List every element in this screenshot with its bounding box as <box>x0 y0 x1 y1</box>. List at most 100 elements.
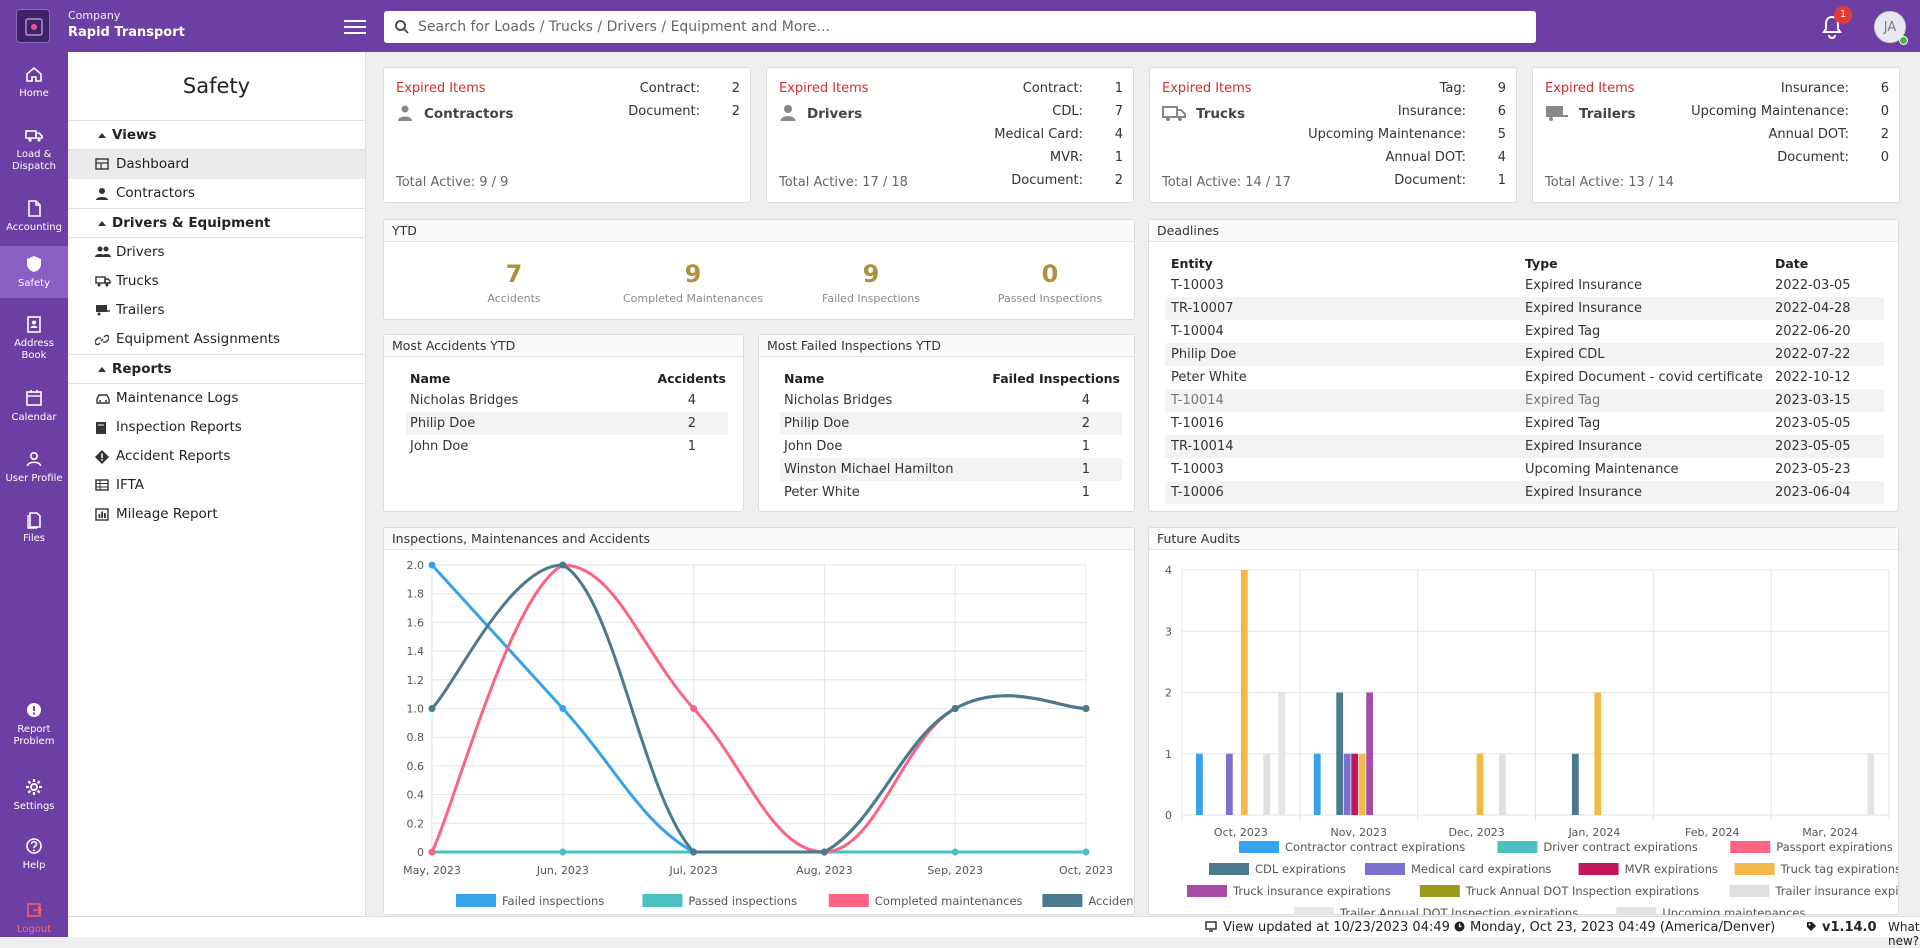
nav-item-settings[interactable]: Settings <box>0 777 68 813</box>
bar <box>1476 753 1484 815</box>
gear-icon <box>26 779 42 795</box>
sidebar-item-inspection-reports[interactable]: Inspection Reports <box>68 413 365 442</box>
group-drivers-equipment[interactable]: Drivers & Equipment <box>68 208 365 238</box>
nav-item-accounting[interactable]: Accounting <box>0 198 68 234</box>
table-row[interactable]: Peter White 1 <box>780 481 1122 504</box>
expired-items-label: Expired Items <box>1545 81 1635 96</box>
expired-row: Medical Card: 4 <box>994 127 1123 142</box>
x-tick-label: Feb, 2024 <box>1685 826 1739 839</box>
data-point <box>820 848 828 856</box>
sidebar-item-equipment-assignments[interactable]: Equipment Assignments <box>68 325 365 354</box>
bar-chart-card: Future Audits 0 1 2 3 4 Oct, 2023 Nov, 2023 Dec… <box>1148 527 1899 915</box>
nav-item-address[interactable]: Address Book <box>0 314 68 362</box>
expired-entity-name: Trailers <box>1545 104 1636 122</box>
expired-card-drivers[interactable]: Expired Items Drivers Total Active: 17 /… <box>766 67 1134 203</box>
deadline-type: Expired Document - covid certificate <box>1525 370 1763 385</box>
nav-label: Files <box>23 533 45 544</box>
search-input[interactable] <box>414 11 1524 43</box>
table-row[interactable]: Nicholas Bridges 4 <box>780 389 1122 412</box>
legend-swatch <box>1616 907 1657 915</box>
online-status-dot <box>1899 36 1908 45</box>
sidebar-item-trucks[interactable]: Trucks <box>68 267 365 296</box>
nav-item-load[interactable]: Load & Dispatch <box>0 125 68 173</box>
group-reports[interactable]: Reports <box>68 354 365 384</box>
table-row[interactable]: T-10004 Expired Tag 2022-06-20 <box>1165 320 1884 343</box>
nav-label: Accounting <box>6 222 62 233</box>
table-row[interactable]: T-10003 Expired Insurance 2022-03-05 <box>1165 274 1884 297</box>
x-tick-label: Oct, 2023 <box>1059 864 1113 877</box>
nav-item-logout[interactable]: Logout <box>0 900 68 936</box>
deadline-entity: Philip Doe <box>1165 343 1525 366</box>
sidebar-item-maintenance-logs[interactable]: Maintenance Logs <box>68 384 365 413</box>
table-row[interactable]: T-10016 Expired Tag 2023-05-05 <box>1165 412 1884 435</box>
nav-item-help[interactable]: Help <box>0 836 68 872</box>
sidebar-item-contractors[interactable]: Contractors <box>68 179 365 208</box>
collapse-caret-icon <box>98 221 106 226</box>
legend-label: Driver contract expirations <box>1543 840 1697 854</box>
expired-counts: Tag: 9 Insurance: 6 Upcoming Maintenance: 5 An… <box>1308 81 1506 196</box>
hamburger-menu-icon[interactable] <box>344 16 366 36</box>
table-row[interactable]: Nicholas Bridges 4 <box>406 389 728 412</box>
nav-item-calendar[interactable]: Calendar <box>0 388 68 424</box>
sidebar-item-dashboard[interactable]: Dashboard <box>68 150 365 179</box>
warning-diamond-icon <box>95 450 109 464</box>
notifications-button[interactable]: 1 <box>1820 6 1852 44</box>
alert-icon <box>27 703 41 717</box>
nav-label: Book <box>21 350 47 361</box>
expired-row: Insurance: 6 <box>1780 81 1889 96</box>
sidebar-item-trailers[interactable]: Trailers <box>68 296 365 325</box>
x-tick-label: Aug, 2023 <box>796 864 852 877</box>
ytd-card: YTD 7 Accidents 9 Completed Maintenances 9… <box>383 219 1135 320</box>
x-tick-label: Sep, 2023 <box>927 864 983 877</box>
logout-icon <box>27 903 43 917</box>
most-accidents-table: Name Accidents Nicholas Bridges 4 Philip Do… <box>406 367 728 458</box>
nav-label: Report <box>17 724 51 735</box>
deadline-date: 2022-03-05 <box>1775 278 1851 293</box>
expired-row: Tag: 9 <box>1439 81 1506 96</box>
group-views[interactable]: Views <box>68 120 365 150</box>
nav-item-report[interactable]: Report Problem <box>0 700 68 748</box>
nav-item-user-profile[interactable]: User Profile <box>0 449 68 485</box>
company-logo[interactable] <box>16 9 50 43</box>
table-row[interactable]: John Doe 1 <box>406 435 728 458</box>
expired-card-trailers[interactable]: Expired Items Trailers Total Active: 13 … <box>1532 67 1900 203</box>
table-row[interactable]: Peter White Expired Document - covid cert… <box>1165 366 1884 389</box>
data-point <box>428 705 436 712</box>
deadline-type: Expired Tag <box>1525 389 1775 412</box>
deadline-type: Expired Insurance <box>1525 481 1775 504</box>
data-point <box>1082 848 1090 856</box>
total-active: Total Active: 9 / 9 <box>396 175 509 190</box>
user-avatar[interactable]: JA <box>1874 11 1908 45</box>
table-row[interactable]: T-10003 Upcoming Maintenance 2023-05-23 <box>1165 458 1884 481</box>
table-row[interactable]: TR-10007 Expired Insurance 2022-04-28 <box>1165 297 1884 320</box>
expired-card-contractors[interactable]: Expired Items Contractors Total Active: … <box>383 67 751 203</box>
nav-item-safety[interactable]: Safety <box>0 246 68 298</box>
y-tick-label: 2.0 <box>407 559 425 572</box>
line-chart-card: Inspections, Maintenances and Accidents … <box>383 527 1135 915</box>
legend-label: Truck tag expirations <box>1780 862 1898 876</box>
table-row[interactable]: TR-10014 Expired Insurance 2023-05-05 <box>1165 435 1884 458</box>
table-row[interactable]: T-10014 Expired Tag 2023-03-15 <box>1165 389 1884 412</box>
sidebar-item-accident-reports[interactable]: Accident Reports <box>68 442 365 471</box>
table-icon <box>95 479 109 491</box>
sidebar-item-ifta[interactable]: IFTA <box>68 471 365 500</box>
table-row[interactable]: Philip Doe Expired CDL 2022-07-22 <box>1165 343 1884 366</box>
table-row[interactable]: John Doe 1 <box>780 435 1122 458</box>
nav-item-files[interactable]: Files <box>0 509 68 545</box>
most-accidents-card: Most Accidents YTD Name Accidents Nichola… <box>383 334 744 512</box>
table-row[interactable]: T-10006 Expired Insurance 2023-06-04 <box>1165 481 1884 504</box>
nav-label: Safety <box>18 278 50 289</box>
table-row[interactable]: Philip Doe 2 <box>780 412 1122 435</box>
ytd-stat-accidents: 7 Accidents <box>487 260 541 305</box>
deadlines-title: Deadlines <box>1149 220 1898 242</box>
nav-item-home[interactable]: Home <box>0 64 68 100</box>
data-point <box>559 848 567 856</box>
expired-card-trucks[interactable]: Expired Items Trucks Total Active: 14 / … <box>1149 67 1517 203</box>
legend-swatch <box>1497 841 1538 853</box>
sidebar-item-mileage-report[interactable]: Mileage Report <box>68 500 365 529</box>
sidebar-item-drivers[interactable]: Drivers <box>68 238 365 267</box>
table-row[interactable]: Winston Michael Hamilton 1 <box>780 458 1122 481</box>
total-active: Total Active: 17 / 18 <box>779 175 908 190</box>
whats-new-link[interactable]: What's new? <box>1888 920 1920 948</box>
table-row[interactable]: Philip Doe 2 <box>406 412 728 435</box>
